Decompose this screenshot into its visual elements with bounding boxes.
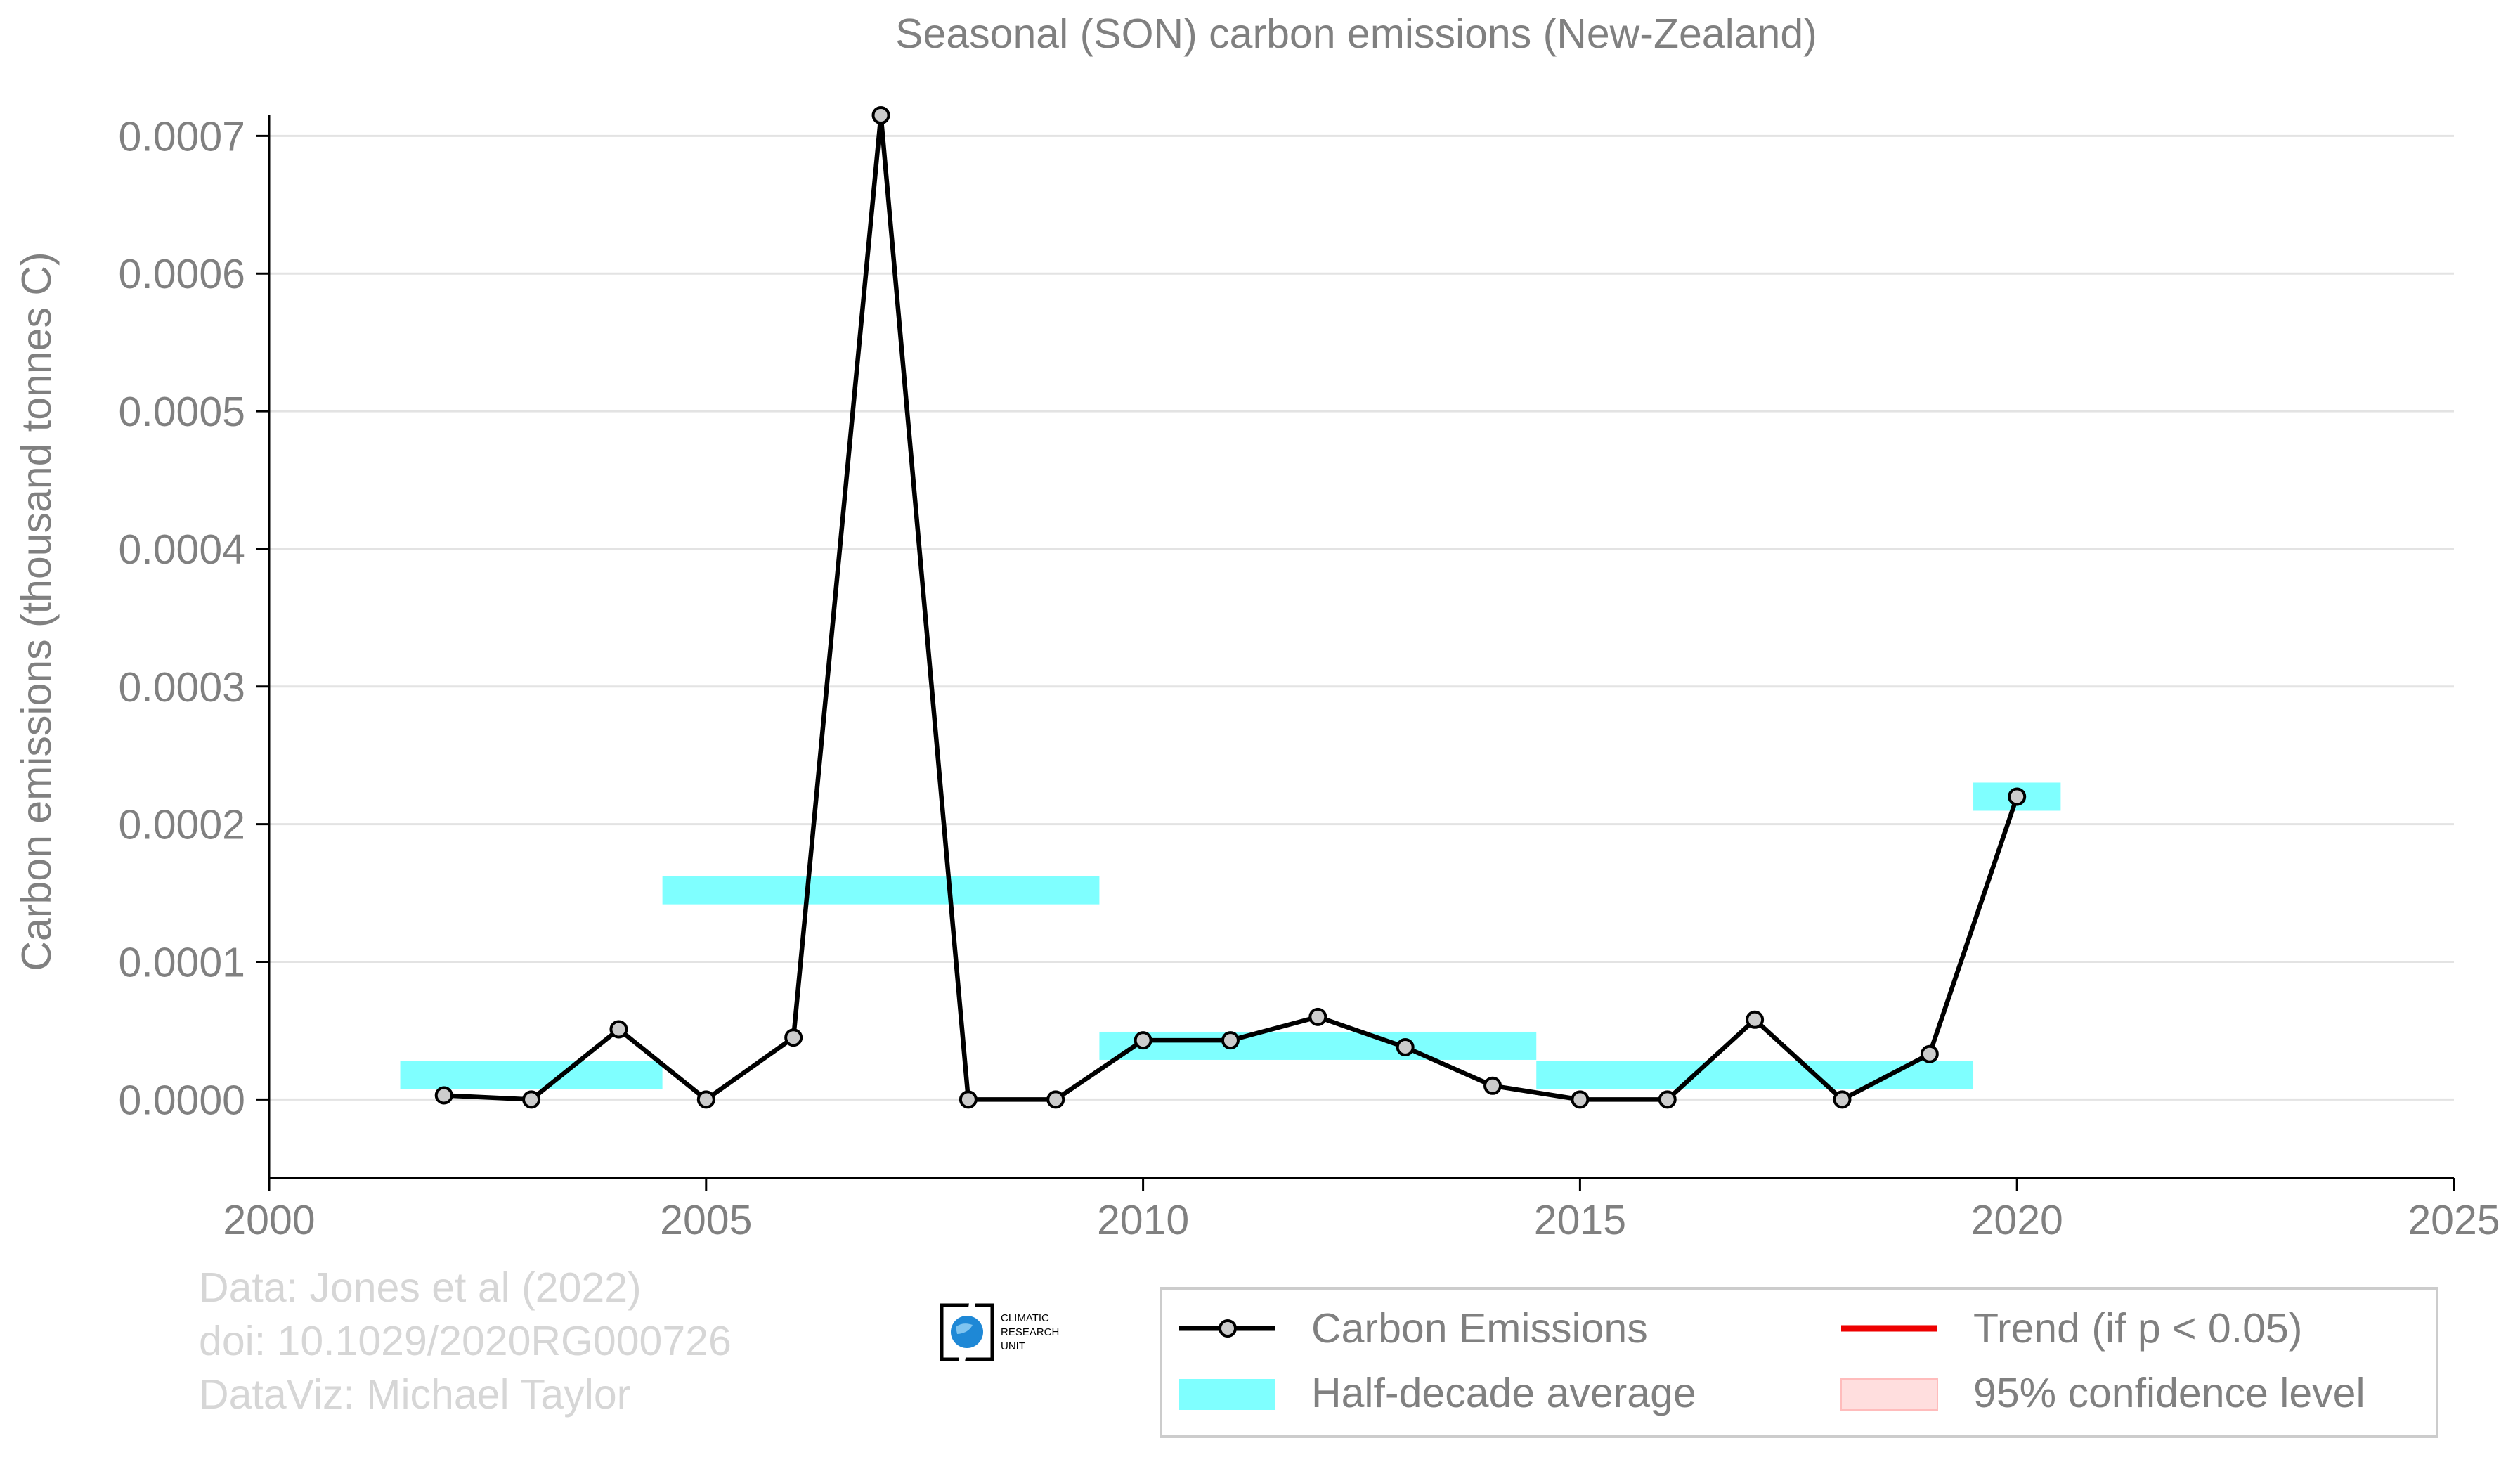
- legend-label-half-decade: Half-decade average: [1311, 1370, 1696, 1416]
- y-tick-label: 0.0002: [119, 802, 245, 848]
- emissions-point: [1134, 1031, 1152, 1050]
- emissions-point: [2008, 787, 2027, 806]
- half-decade-band: [662, 876, 1100, 905]
- emissions-point: [1308, 1007, 1327, 1026]
- y-tick-label: 0.0005: [119, 389, 245, 435]
- half-decade-band: [400, 1061, 663, 1089]
- x-tick-label: 2025: [2408, 1197, 2500, 1243]
- y-axis-label: Carbon emissions (thousand tonnes C): [13, 252, 60, 971]
- y-tick-label: 0.0004: [119, 526, 245, 573]
- legend-label-trend: Trend (if p < 0.05): [1973, 1305, 2302, 1352]
- legend-confidence-swatch: [1840, 1378, 1938, 1411]
- legend: Carbon Emissions Trend (if p < 0.05) Hal…: [1160, 1287, 2438, 1438]
- credit-doi: doi: 10.1029/2020RG000726: [199, 1318, 732, 1364]
- logo-text-2: RESEARCH: [1001, 1326, 1059, 1338]
- logo-text-1: CLIMATIC: [1001, 1312, 1049, 1324]
- y-tick-label: 0.0006: [119, 251, 245, 297]
- emissions-line: [443, 112, 2020, 1102]
- credit-dataviz: DataViz: Michael Taylor: [199, 1371, 630, 1418]
- emissions-point: [434, 1086, 453, 1105]
- emissions-point: [1483, 1076, 1502, 1095]
- emissions-point: [1396, 1037, 1415, 1056]
- x-tick-label: 2000: [223, 1197, 315, 1243]
- logo-text-3: UNIT: [1001, 1340, 1025, 1352]
- cru-logo-frame: [940, 1303, 994, 1361]
- emissions-point: [522, 1090, 541, 1109]
- half-decade-bands: [400, 782, 2061, 1089]
- credits: Data: Jones et al (2022) doi: 10.1029/20…: [199, 1264, 732, 1418]
- chart-title: Seasonal (SON) carbon emissions (New-Zea…: [895, 11, 1817, 57]
- x-tick-label: 2020: [1971, 1197, 2063, 1243]
- emissions-series: [434, 106, 2027, 1109]
- cru-logo: CLIMATIC RESEARCH UNIT: [940, 1301, 1059, 1364]
- y-tick-label: 0.0003: [119, 664, 245, 711]
- y-tick-label: 0.0001: [119, 940, 245, 986]
- emissions-point: [696, 1090, 715, 1109]
- globe-icon: [951, 1316, 983, 1348]
- legend-frame: [1160, 1287, 2438, 1438]
- emissions-point: [1571, 1090, 1590, 1109]
- emissions-point: [871, 106, 890, 124]
- emissions-point: [1920, 1044, 1939, 1063]
- y-tick-label: 0.0000: [119, 1077, 245, 1123]
- emissions-point: [609, 1020, 628, 1039]
- emissions-point: [1658, 1090, 1677, 1109]
- emissions-point: [1046, 1090, 1065, 1109]
- emissions-point: [1833, 1090, 1852, 1109]
- legend-label-confidence: 95% confidence level: [1973, 1370, 2365, 1416]
- legend-half-decade-swatch: [1179, 1379, 1275, 1410]
- globe-highlight: [956, 1323, 973, 1334]
- emissions-point: [1746, 1010, 1765, 1029]
- y-tick-label: 0.0007: [119, 113, 245, 160]
- gridlines: [269, 134, 2454, 1101]
- x-tick-label: 2005: [660, 1197, 752, 1243]
- emissions-point: [1221, 1031, 1240, 1050]
- x-tick-label: 2010: [1097, 1197, 1189, 1243]
- half-decade-band: [1099, 1031, 1537, 1060]
- credit-data-source: Data: Jones et al (2022): [199, 1264, 642, 1311]
- axes: 0.0000 0.0001 0.0002 0.0003 0.0004 0.0005 0.00…: [119, 113, 2500, 1243]
- x-tick-label: 2015: [1534, 1197, 1626, 1243]
- legend-emissions-marker: [1219, 1319, 1237, 1338]
- emissions-point: [959, 1090, 978, 1109]
- emissions-point: [784, 1028, 803, 1047]
- half-decade-band: [1536, 1061, 1974, 1089]
- legend-label-emissions: Carbon Emissions: [1311, 1305, 1648, 1352]
